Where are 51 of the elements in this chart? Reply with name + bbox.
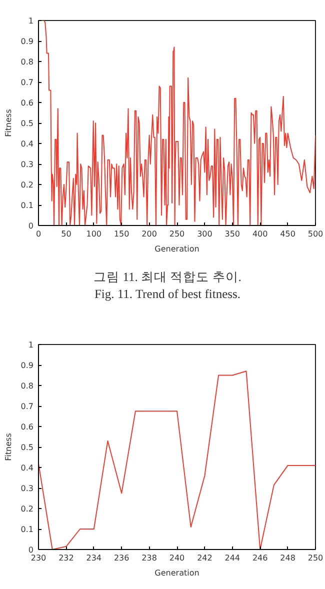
x-tick-label: 242	[197, 554, 212, 562]
y-tick-label: 0.3	[20, 484, 34, 493]
x-tick-label: 150	[114, 230, 130, 238]
y-tick-label: 0.1	[20, 201, 34, 210]
y-tick-label: 0.4	[20, 140, 34, 148]
x-axis-title: Generation	[154, 244, 200, 254]
x-tick-label: 450	[280, 230, 296, 238]
y-tick-label: 0.5	[20, 443, 34, 452]
x-tick-label: 350	[224, 230, 240, 238]
y-tick-label: 1	[28, 340, 34, 350]
x-tick-label: 244	[224, 554, 240, 562]
y-tick-label: 0	[28, 546, 34, 554]
x-axis-title: Generation	[154, 568, 200, 578]
caption: 그림 11. 최대 적합도 추이.	[94, 270, 242, 284]
line-series	[38, 20, 316, 226]
y-tick-label: 0.2	[20, 180, 34, 190]
y-tick-label: 0.7	[20, 402, 34, 411]
x-tick-label: 240	[169, 554, 185, 562]
y-tick-label: 1	[28, 16, 34, 26]
y-axis-title: Fitness	[4, 433, 13, 461]
y-tick-label: 0.4	[20, 464, 34, 472]
x-tick-label: 300	[197, 230, 212, 238]
x-tick-label: 0	[36, 230, 42, 238]
y-tick-label: 0.6	[20, 98, 34, 108]
y-tick-label: 0.1	[20, 525, 34, 534]
x-tick-label: 100	[86, 230, 102, 238]
x-tick-label: 500	[308, 230, 324, 238]
x-tick-label: 400	[252, 230, 268, 238]
x-tick-label: 246	[252, 554, 268, 562]
y-tick-label: 0.5	[20, 119, 34, 128]
y-tick-label: 0.6	[20, 422, 34, 432]
y-tick-label: 0.9	[20, 37, 34, 46]
x-tick-label: 250	[308, 554, 324, 562]
x-tick-label: 238	[142, 554, 157, 562]
x-tick-label: 200	[142, 230, 157, 238]
x-tick-label: 236	[114, 554, 130, 562]
y-tick-label: 0.2	[20, 504, 34, 514]
x-tick-label: 232	[58, 554, 74, 562]
x-tick-label: 248	[280, 554, 296, 562]
y-axis-title: Fitness	[4, 109, 13, 137]
y-tick-label: 0.8	[20, 382, 34, 390]
y-tick-label: 0	[28, 222, 34, 230]
caption: Fig. 11. Trend of best fitness.	[94, 286, 241, 301]
x-tick-label: 230	[30, 554, 46, 562]
y-tick-label: 0.8	[20, 58, 34, 66]
x-tick-label: 234	[86, 554, 102, 562]
y-tick-label: 0.9	[20, 361, 34, 370]
y-tick-label: 0.7	[20, 78, 34, 87]
x-tick-label: 250	[169, 230, 185, 238]
x-tick-label: 50	[61, 230, 72, 238]
y-tick-label: 0.3	[20, 160, 34, 169]
